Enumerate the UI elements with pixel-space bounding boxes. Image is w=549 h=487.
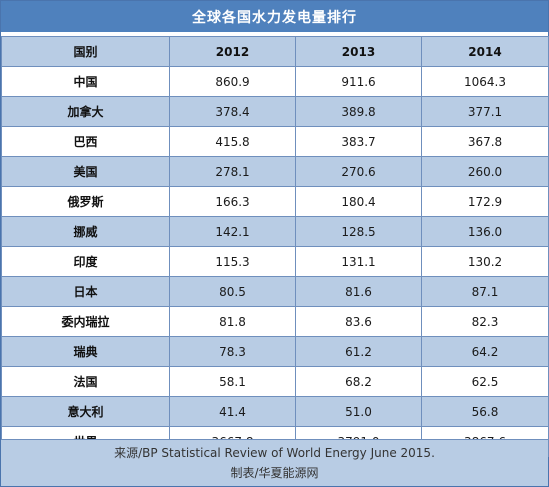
table-body: 中国 860.9 911.6 1064.3 加拿大 378.4 389.8 37… — [1, 66, 549, 457]
table-row: 中国 860.9 911.6 1064.3 — [1, 66, 549, 97]
value-2012-cell: 41.4 — [169, 396, 296, 427]
table-row: 意大利 41.4 51.0 56.8 — [1, 396, 549, 427]
header-country: 国别 — [1, 36, 170, 67]
table-row: 挪威 142.1 128.5 136.0 — [1, 216, 549, 247]
table-row: 巴西 415.8 383.7 367.8 — [1, 126, 549, 157]
value-2013-cell: 383.7 — [295, 126, 422, 157]
value-2014-cell: 136.0 — [421, 216, 549, 247]
table-row: 瑞典 78.3 61.2 64.2 — [1, 336, 549, 367]
header-2013: 2013 — [295, 36, 422, 67]
value-2013-cell: 81.6 — [295, 276, 422, 307]
country-cell: 中国 — [1, 66, 170, 97]
table-title: 全球各国水力发电量排行 — [1, 1, 548, 32]
header-2012: 2012 — [169, 36, 296, 67]
value-2014-cell: 64.2 — [421, 336, 549, 367]
country-cell: 委内瑞拉 — [1, 306, 170, 337]
credit-note: 制表/华夏能源网 — [230, 466, 319, 480]
country-cell: 巴西 — [1, 126, 170, 157]
country-cell: 俄罗斯 — [1, 186, 170, 217]
table-row: 美国 278.1 270.6 260.0 — [1, 156, 549, 187]
value-2013-cell: 389.8 — [295, 96, 422, 127]
value-2013-cell: 83.6 — [295, 306, 422, 337]
value-2012-cell: 80.5 — [169, 276, 296, 307]
value-2014-cell: 377.1 — [421, 96, 549, 127]
country-cell: 瑞典 — [1, 336, 170, 367]
value-2012-cell: 142.1 — [169, 216, 296, 247]
title-gap — [1, 32, 548, 36]
value-2012-cell: 415.8 — [169, 126, 296, 157]
value-2012-cell: 860.9 — [169, 66, 296, 97]
country-cell: 日本 — [1, 276, 170, 307]
country-cell: 加拿大 — [1, 96, 170, 127]
value-2013-cell: 131.1 — [295, 246, 422, 277]
value-2012-cell: 166.3 — [169, 186, 296, 217]
header-2014: 2014 — [421, 36, 549, 67]
table-row: 日本 80.5 81.6 87.1 — [1, 276, 549, 307]
country-cell: 印度 — [1, 246, 170, 277]
value-2013-cell: 68.2 — [295, 366, 422, 397]
value-2014-cell: 1064.3 — [421, 66, 549, 97]
header-row: 国别 2012 2013 2014 — [1, 36, 549, 67]
value-2012-cell: 78.3 — [169, 336, 296, 367]
value-2014-cell: 260.0 — [421, 156, 549, 187]
table-row: 俄罗斯 166.3 180.4 172.9 — [1, 186, 549, 217]
value-2014-cell: 172.9 — [421, 186, 549, 217]
table-row: 印度 115.3 131.1 130.2 — [1, 246, 549, 277]
source-note: 来源/BP Statistical Review of World Energy… — [114, 446, 435, 460]
country-cell: 法国 — [1, 366, 170, 397]
country-cell: 意大利 — [1, 396, 170, 427]
value-2013-cell: 270.6 — [295, 156, 422, 187]
value-2014-cell: 87.1 — [421, 276, 549, 307]
value-2013-cell: 180.4 — [295, 186, 422, 217]
value-2014-cell: 56.8 — [421, 396, 549, 427]
table-row: 加拿大 378.4 389.8 377.1 — [1, 96, 549, 127]
value-2012-cell: 81.8 — [169, 306, 296, 337]
country-cell: 美国 — [1, 156, 170, 187]
country-cell: 挪威 — [1, 216, 170, 247]
value-2013-cell: 51.0 — [295, 396, 422, 427]
table-footer: 来源/BP Statistical Review of World Energy… — [1, 439, 548, 486]
value-2014-cell: 130.2 — [421, 246, 549, 277]
value-2012-cell: 278.1 — [169, 156, 296, 187]
table-row: 法国 58.1 68.2 62.5 — [1, 366, 549, 397]
value-2013-cell: 128.5 — [295, 216, 422, 247]
value-2012-cell: 115.3 — [169, 246, 296, 277]
value-2012-cell: 378.4 — [169, 96, 296, 127]
table-row: 委内瑞拉 81.8 83.6 82.3 — [1, 306, 549, 337]
hydropower-table: 国别 2012 2013 2014 中国 860.9 911.6 1064.3 … — [1, 36, 549, 457]
value-2013-cell: 61.2 — [295, 336, 422, 367]
value-2014-cell: 367.8 — [421, 126, 549, 157]
value-2012-cell: 58.1 — [169, 366, 296, 397]
value-2014-cell: 82.3 — [421, 306, 549, 337]
value-2014-cell: 62.5 — [421, 366, 549, 397]
value-2013-cell: 911.6 — [295, 66, 422, 97]
